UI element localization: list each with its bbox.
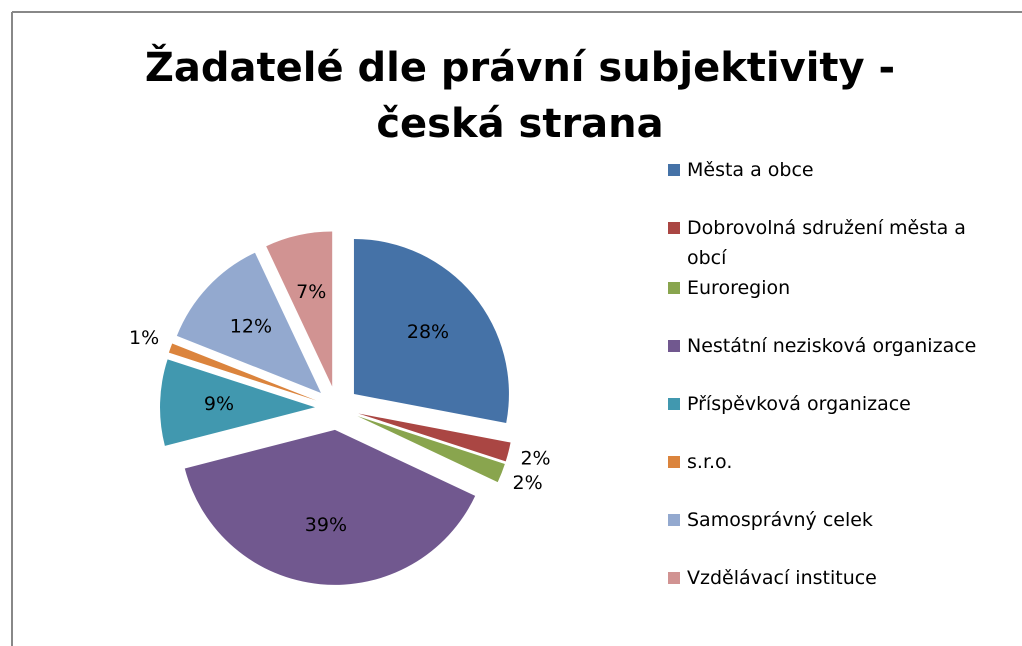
legend-entry: Města a obce [668,155,988,185]
pie-slice [358,413,511,462]
data-label: 1% [129,327,159,349]
pie-slice [160,359,316,446]
pie-slice [266,231,333,387]
legend-label: Dobrovolná sdružení města a obcí [687,217,966,269]
legend-entry: Samosprávný celek [668,505,988,535]
legend-entry: Euroregion [668,273,988,303]
data-label: 28% [407,321,449,343]
legend-label: Euroregion [687,277,791,299]
legend-entry: Nestátní nezisková organizace [668,331,988,361]
legend-swatch [668,340,680,352]
legend-entry: Vzdělávací instituce [668,563,988,593]
legend-swatch [668,456,680,468]
pie-slice [168,343,317,401]
data-label: 12% [230,316,272,338]
pie-slice [176,252,321,393]
legend-entry: Příspěvková organizace [668,389,988,419]
chart-title: Žadatelé dle právní subjektivity - česká… [144,45,896,147]
legend-swatch [668,222,680,234]
pie-slice [353,238,509,424]
data-label: 2% [520,447,550,469]
legend-label: Nestátní nezisková organizace [687,335,977,357]
legend-swatch [668,572,680,584]
pie-slice [184,429,476,585]
data-label: 9% [204,393,234,415]
data-label: 2% [513,472,543,494]
legend-swatch [668,398,680,410]
legend-entry: s.r.o. [668,447,988,477]
data-label: 7% [296,281,326,303]
legend-swatch [668,164,680,176]
legend-label: Samosprávný celek [687,509,873,531]
legend-swatch [668,514,680,526]
legend-label: Města a obce [687,159,814,181]
legend-label: s.r.o. [687,451,733,473]
legend-swatch [668,282,680,294]
legend-entry: Dobrovolná sdružení města a obcí [668,213,988,273]
data-label: 39% [305,514,347,536]
legend-label: Vzdělávací instituce [687,567,877,589]
pie-slice [357,416,505,483]
legend-label: Příspěvková organizace [687,393,911,415]
